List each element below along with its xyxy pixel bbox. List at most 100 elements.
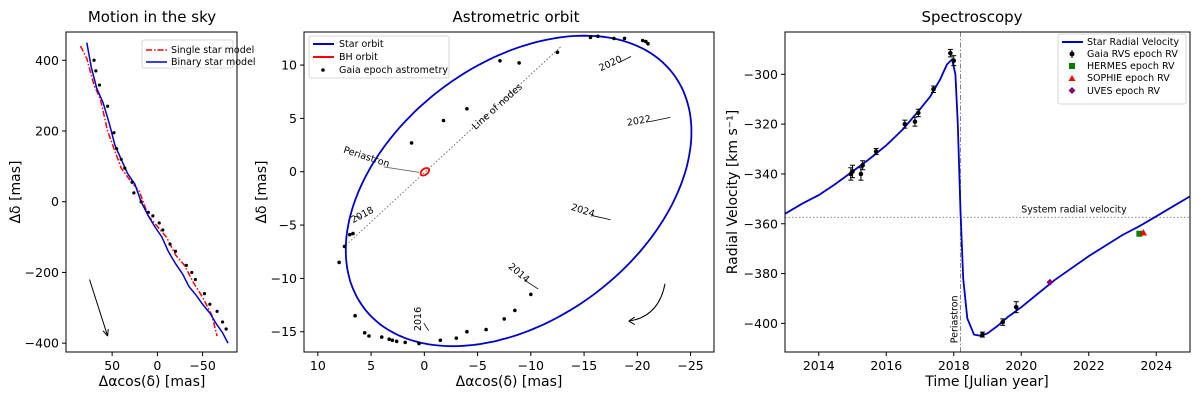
legend-hermes-label: HERMES epoch RV bbox=[1087, 61, 1175, 72]
gaia-epoch-point bbox=[403, 340, 407, 345]
line-of-nodes-label: Line of nodes bbox=[470, 82, 525, 133]
panel-spectroscopy: Spectroscopy System radial velocity Peria… bbox=[725, 8, 1191, 390]
gaia-epoch-point bbox=[596, 34, 600, 39]
gaia-epoch-point bbox=[498, 59, 502, 63]
gaia-rv-point bbox=[951, 58, 957, 63]
panel3-title: Spectroscopy bbox=[921, 8, 1022, 26]
gaia-epoch-point bbox=[612, 36, 616, 41]
x-tick-label: 10 bbox=[310, 358, 326, 373]
gaia-astrometry-point bbox=[193, 277, 197, 282]
y-tick-label: −380 bbox=[744, 266, 778, 281]
x-tick-label: −50 bbox=[189, 358, 215, 373]
x-tick-label: 2018 bbox=[938, 358, 970, 373]
year-tick-mark bbox=[355, 216, 361, 218]
sophie-rv-point bbox=[1139, 228, 1147, 236]
x-tick-label: 5 bbox=[367, 358, 375, 373]
year-tick-mark bbox=[591, 215, 611, 221]
gaia-astrometry-point bbox=[106, 104, 110, 108]
proper-motion-arrowhead bbox=[102, 329, 109, 337]
gaia-rv-point bbox=[1013, 304, 1019, 310]
uves-rv-point bbox=[1046, 278, 1054, 286]
gaia-epoch-point bbox=[417, 341, 421, 346]
year-tick-mark bbox=[524, 279, 539, 290]
year-tick-mark bbox=[650, 116, 671, 122]
gaia-epoch-point bbox=[394, 339, 399, 344]
gaia-astrometry-point bbox=[157, 221, 161, 225]
gaia-rv-point bbox=[902, 121, 908, 127]
gaia-astrometry-point bbox=[94, 69, 98, 73]
panel1-ylabel: Δδ [mas] bbox=[8, 160, 24, 223]
gaia-rv-point bbox=[873, 149, 879, 154]
year-label: 2016 bbox=[413, 307, 424, 331]
y-tick-label: −10 bbox=[271, 271, 297, 286]
gaia-epoch-point bbox=[588, 35, 593, 40]
gaia-epoch-point bbox=[387, 337, 391, 342]
gaia-astrometry-point bbox=[119, 157, 123, 161]
x-tick-label: 2016 bbox=[870, 358, 902, 373]
panel3-ylabel: Radial Velocity [km s⁻¹] bbox=[725, 110, 741, 274]
legend-sophie-label: SOPHIE epoch RV bbox=[1087, 73, 1170, 84]
legend-binary-star-label: Binary star model bbox=[171, 57, 256, 68]
y-tick-label: −320 bbox=[744, 117, 778, 132]
system-rv-label: System radial velocity bbox=[1021, 204, 1127, 215]
panel1-title: Motion in the sky bbox=[88, 8, 216, 26]
gaia-epoch-point bbox=[622, 36, 627, 41]
gaia-epoch-point bbox=[454, 336, 459, 340]
y-tick-label: 0 bbox=[51, 194, 59, 209]
y-tick-label: 400 bbox=[35, 53, 59, 68]
gaia-astrometry-point bbox=[146, 210, 150, 214]
y-tick-label: −340 bbox=[744, 166, 778, 181]
gaia-rv-point bbox=[860, 162, 865, 168]
x-tick-label: 2022 bbox=[1073, 358, 1105, 373]
panel1-frame bbox=[65, 31, 238, 353]
single-star-model-line bbox=[79, 45, 218, 337]
legend-bh-orbit-label: BH orbit bbox=[339, 52, 378, 63]
gaia-astrometry-point bbox=[220, 320, 225, 324]
legend-gaia-astrometry-label: Gaia epoch astrometry bbox=[339, 65, 448, 76]
gaia-astrometry-point bbox=[208, 302, 212, 306]
gaia-rv-point bbox=[948, 50, 953, 56]
y-tick-label: −5 bbox=[279, 218, 297, 233]
periastron-pointer bbox=[383, 166, 420, 173]
x-tick-label: −5 bbox=[468, 358, 486, 373]
gaia-astrometry-point bbox=[139, 200, 143, 204]
gaia-astrometry-point bbox=[161, 228, 165, 232]
gaia-epoch-point bbox=[465, 329, 469, 334]
y-tick-label: 5 bbox=[289, 111, 297, 126]
gaia-epoch-point bbox=[513, 308, 517, 313]
gaia-rv-point bbox=[858, 171, 864, 177]
y-tick-label: 200 bbox=[35, 124, 59, 139]
bh-orbit-ellipse bbox=[419, 167, 430, 177]
legend-single-star-label: Single star model bbox=[171, 45, 254, 56]
star-rv-curve bbox=[784, 57, 1191, 337]
gaia-astrometry-point bbox=[173, 249, 178, 253]
x-tick-label: 0 bbox=[420, 358, 428, 373]
gaia-epoch-point bbox=[484, 327, 488, 332]
gaia-rv-point bbox=[916, 110, 921, 116]
gaia-astrometry-point bbox=[115, 147, 119, 151]
panel2-xlabel: Δαcos(δ) [mas] bbox=[456, 374, 563, 390]
y-tick-label: −300 bbox=[744, 67, 778, 82]
panel2-title: Astrometric orbit bbox=[453, 8, 580, 26]
gaia-astrometry-point bbox=[92, 58, 96, 62]
panel3-legend: Star Radial Velocity Gaia RVS epoch RV H… bbox=[1057, 33, 1187, 105]
legend-sophie-swatch bbox=[1068, 75, 1076, 81]
gaia-astrometry-point bbox=[130, 180, 134, 184]
gaia-astrometry-point bbox=[97, 83, 102, 87]
legend-hermes-swatch bbox=[1069, 63, 1075, 69]
gaia-epoch-point bbox=[529, 292, 533, 297]
gaia-epoch-point bbox=[409, 141, 414, 145]
gaia-epoch-point bbox=[438, 338, 443, 343]
x-tick-label: −15 bbox=[571, 358, 597, 373]
legend-gaia-astrometry-swatch bbox=[321, 68, 325, 72]
legend-gaia-rvs-swatch bbox=[1069, 50, 1075, 58]
y-tick-label: −15 bbox=[271, 324, 297, 339]
star-orbit-ellipse bbox=[344, 34, 693, 348]
y-tick-label: −200 bbox=[25, 265, 59, 280]
y-tick-label: −400 bbox=[744, 316, 778, 331]
y-tick-label: −400 bbox=[25, 336, 59, 351]
gaia-epoch-point bbox=[351, 231, 355, 236]
gaia-astrometry-point bbox=[132, 191, 136, 195]
